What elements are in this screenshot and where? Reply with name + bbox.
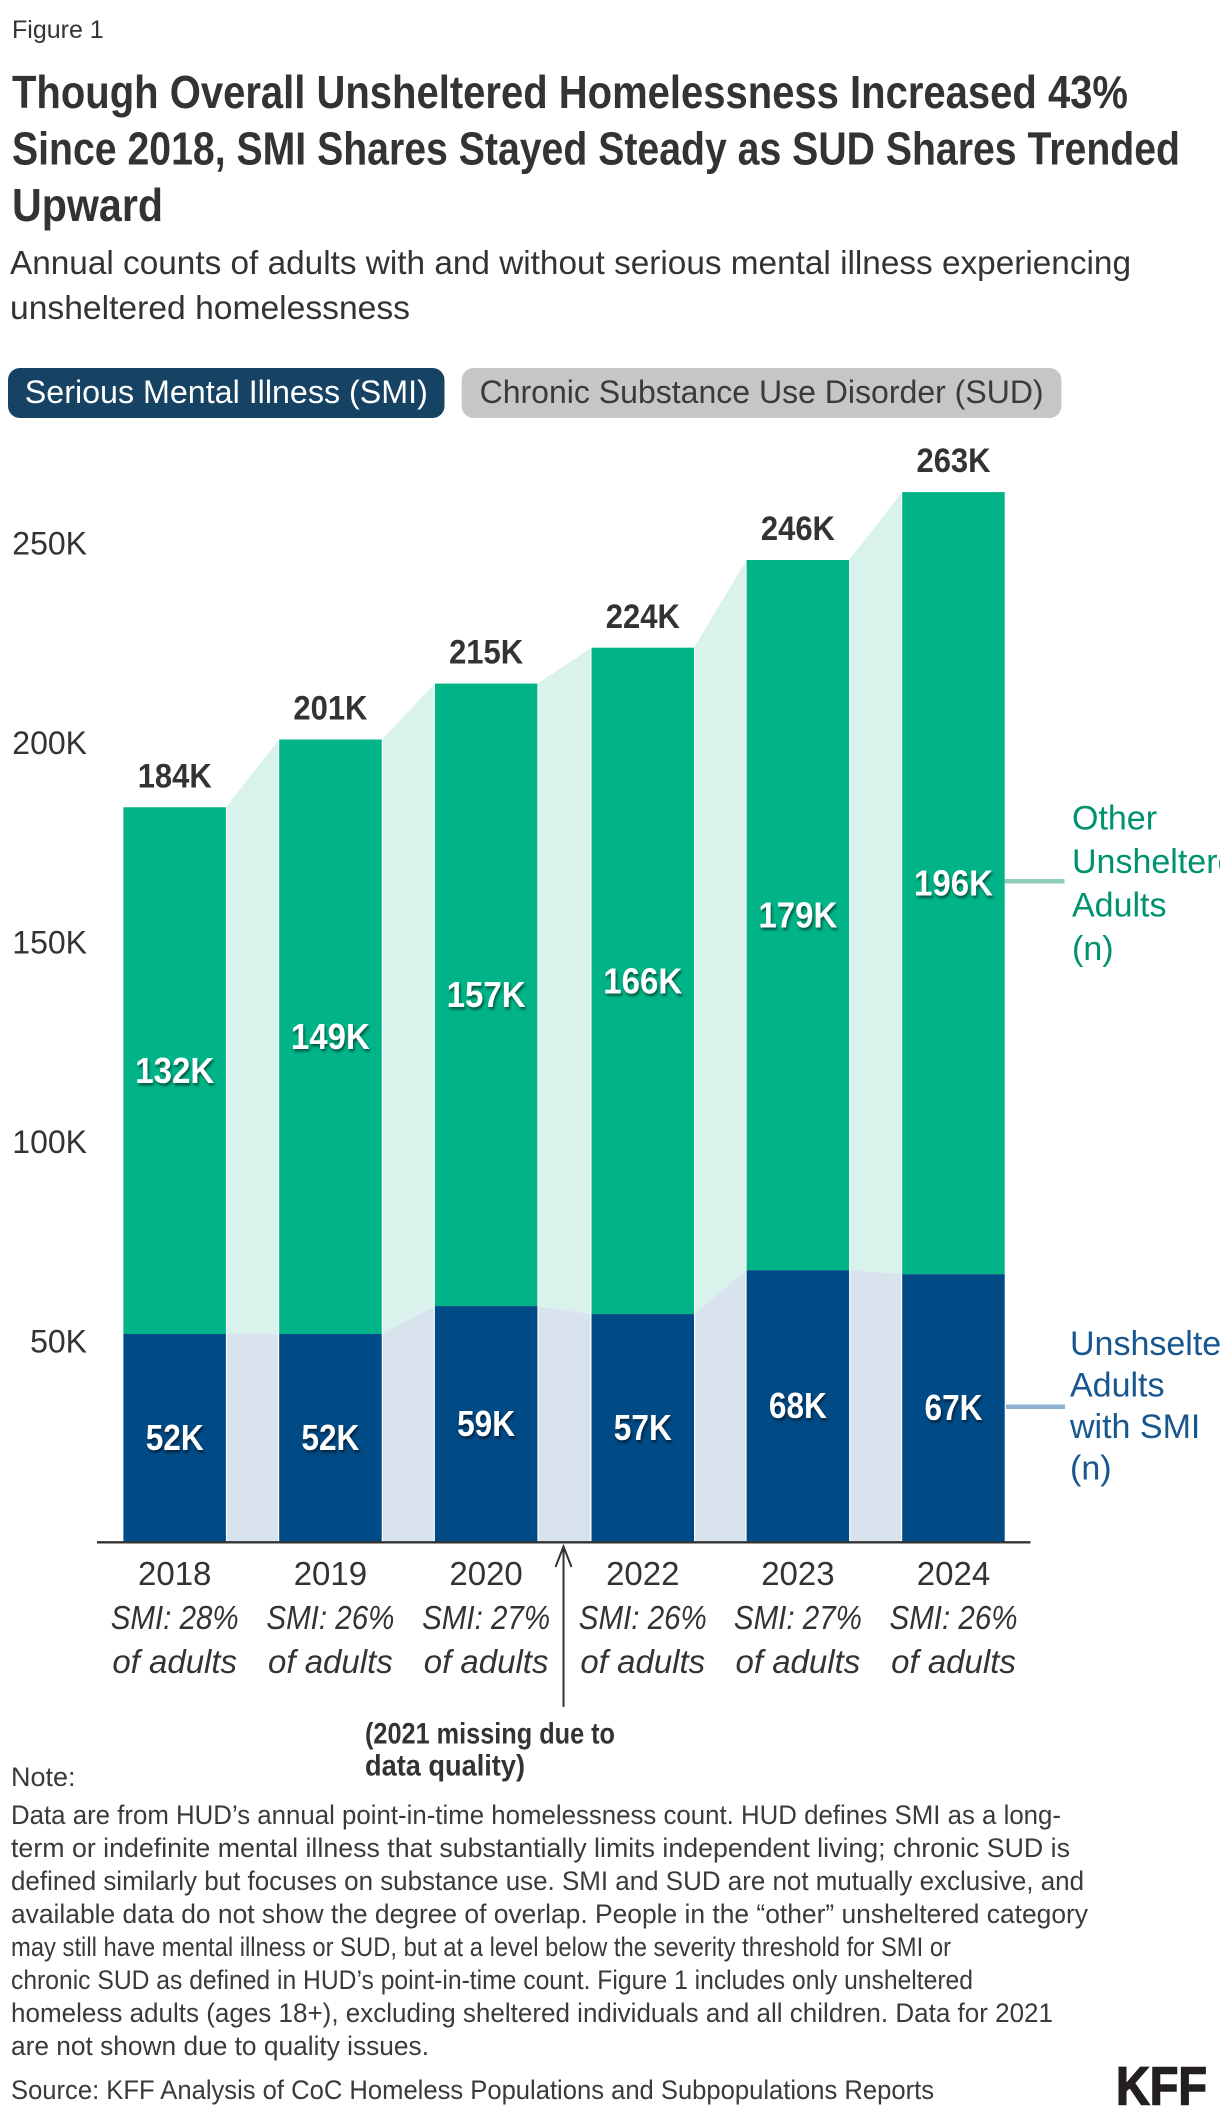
svg-text:2023: 2023 — [761, 1555, 834, 1592]
svg-text:SMI: 26%: SMI: 26% — [890, 1599, 1018, 1636]
svg-text:Chronic Substance Use Disorder: Chronic Substance Use Disorder (SUD) — [480, 374, 1044, 410]
svg-text:available data do not show the: available data do not show the degree of… — [11, 1899, 1088, 1929]
svg-text:246K: 246K — [761, 510, 835, 548]
svg-text:184K: 184K — [138, 757, 212, 795]
svg-text:SMI: 27%: SMI: 27% — [734, 1599, 862, 1636]
svg-text:SMI: 26%: SMI: 26% — [579, 1599, 707, 1636]
svg-text:132K: 132K — [135, 1050, 214, 1091]
svg-text:2019: 2019 — [294, 1555, 367, 1592]
svg-text:59K: 59K — [457, 1403, 515, 1444]
svg-text:250K: 250K — [12, 526, 87, 562]
svg-text:57K: 57K — [614, 1407, 672, 1448]
svg-text:Note:: Note: — [11, 1762, 76, 1792]
svg-text:2022: 2022 — [606, 1555, 679, 1592]
svg-text:2018: 2018 — [138, 1555, 211, 1592]
svg-text:data quality): data quality) — [365, 1750, 525, 1783]
svg-text:Though Overall Unsheltered Hom: Though Overall Unsheltered Homelessness … — [12, 66, 1128, 118]
svg-text:263K: 263K — [917, 442, 991, 480]
svg-text:of adults: of adults — [112, 1643, 237, 1680]
svg-text:term or indefinite mental illn: term or indefinite mental illness that s… — [11, 1833, 1070, 1863]
svg-text:Unshseltered: Unshseltered — [1070, 1325, 1220, 1363]
svg-text:may still have mental illness: may still have mental illness or SUD, bu… — [11, 1932, 951, 1962]
svg-text:149K: 149K — [291, 1016, 370, 1057]
svg-text:defined similarly but focuses: defined similarly but focuses on substan… — [11, 1866, 1084, 1896]
svg-text:of adults: of adults — [891, 1643, 1016, 1680]
svg-text:50K: 50K — [30, 1324, 87, 1360]
svg-text:chronic SUD as defined in HUD’: chronic SUD as defined in HUD’s point-in… — [11, 1965, 973, 1995]
svg-text:52K: 52K — [301, 1417, 359, 1458]
svg-text:KFF: KFF — [1116, 2057, 1207, 2117]
svg-text:Since 2018, SMI Shares Stayed: Since 2018, SMI Shares Stayed Steady as … — [12, 123, 1180, 175]
svg-text:(n): (n) — [1070, 1450, 1112, 1488]
svg-text:224K: 224K — [606, 598, 680, 636]
svg-text:are not shown due to quality i: are not shown due to quality issues. — [11, 2031, 429, 2061]
svg-text:Adults: Adults — [1072, 887, 1167, 925]
svg-text:52K: 52K — [146, 1417, 204, 1458]
svg-text:Upward: Upward — [12, 179, 163, 231]
svg-text:Source: KFF Analysis of CoC Ho: Source: KFF Analysis of CoC Homeless Pop… — [11, 2075, 934, 2105]
svg-text:200K: 200K — [12, 725, 87, 761]
svg-text:(2021 missing due to: (2021 missing due to — [365, 1718, 615, 1751]
svg-text:100K: 100K — [12, 1124, 87, 1160]
svg-text:Figure 1: Figure 1 — [12, 16, 104, 44]
svg-text:68K: 68K — [769, 1385, 827, 1426]
svg-text:150K: 150K — [12, 925, 87, 961]
svg-text:Unsheltered: Unsheltered — [1072, 843, 1220, 881]
svg-text:with SMI: with SMI — [1069, 1408, 1200, 1446]
svg-text:of adults: of adults — [580, 1643, 705, 1680]
svg-text:homeless adults (ages 18+), ex: homeless adults (ages 18+), excluding sh… — [11, 1998, 1053, 2028]
svg-text:157K: 157K — [447, 974, 526, 1015]
svg-text:(n): (n) — [1072, 930, 1114, 968]
svg-text:201K: 201K — [293, 690, 367, 728]
svg-text:unsheltered homelessness: unsheltered homelessness — [10, 289, 410, 326]
svg-text:Adults: Adults — [1070, 1367, 1165, 1405]
svg-text:Other: Other — [1072, 799, 1157, 837]
svg-text:Data are from HUD’s annual poi: Data are from HUD’s annual point-in-time… — [11, 1800, 1061, 1830]
svg-text:of adults: of adults — [424, 1643, 549, 1680]
svg-text:SMI: 26%: SMI: 26% — [266, 1599, 394, 1636]
svg-text:166K: 166K — [603, 960, 682, 1001]
svg-text:Annual counts of adults with a: Annual counts of adults with and without… — [10, 244, 1131, 281]
svg-text:179K: 179K — [758, 895, 837, 936]
svg-text:2020: 2020 — [449, 1555, 522, 1592]
svg-text:67K: 67K — [925, 1387, 983, 1428]
svg-text:SMI: 28%: SMI: 28% — [111, 1599, 239, 1636]
svg-text:196K: 196K — [914, 863, 993, 904]
svg-text:SMI: 27%: SMI: 27% — [422, 1599, 550, 1636]
svg-text:Serious Mental Illness (SMI): Serious Mental Illness (SMI) — [25, 374, 428, 410]
svg-text:of adults: of adults — [736, 1643, 861, 1680]
svg-text:215K: 215K — [449, 634, 523, 672]
svg-text:of adults: of adults — [268, 1643, 393, 1680]
svg-text:2024: 2024 — [917, 1555, 990, 1592]
